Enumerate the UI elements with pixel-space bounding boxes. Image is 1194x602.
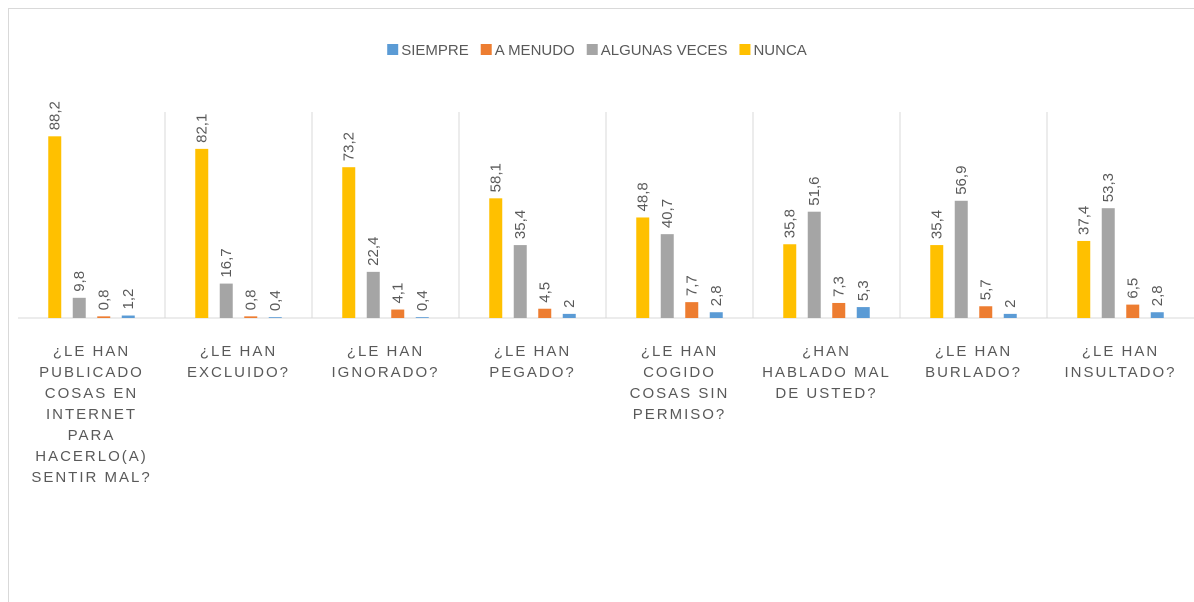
data-label: 1,2	[120, 289, 137, 310]
bar	[121, 315, 135, 318]
data-label: 2,8	[708, 285, 725, 306]
data-label: 7,3	[831, 276, 848, 297]
data-label: 0,4	[414, 290, 431, 311]
data-label: 56,9	[953, 166, 970, 195]
bar	[219, 283, 233, 318]
legend-swatch	[480, 44, 492, 55]
bar	[72, 297, 86, 318]
bar	[636, 217, 650, 318]
bar	[856, 307, 870, 318]
bar	[538, 308, 552, 318]
data-label: 73,2	[341, 132, 358, 161]
legend-label: ALGUNAS VECES	[601, 42, 728, 59]
bar	[366, 271, 380, 318]
bar	[954, 200, 968, 318]
bar	[1003, 313, 1017, 318]
x-tick-label: ¿HAN HABLADO MAL DE USTED?	[762, 343, 891, 402]
x-tick-label: ¿LE HAN BURLADO?	[925, 343, 1022, 381]
data-label: 53,3	[1100, 173, 1117, 202]
legend-swatch	[586, 44, 598, 55]
bar	[195, 148, 209, 318]
data-label: 2,8	[1149, 285, 1166, 306]
data-label: 0,8	[96, 289, 113, 310]
bar	[562, 313, 576, 318]
bar	[244, 316, 258, 318]
x-tick-label: ¿LE HAN PUBLICADO COSAS EN INTERNET PARA HACE…	[31, 343, 151, 486]
data-label: 48,8	[635, 182, 652, 211]
bar	[979, 306, 993, 318]
bar	[391, 309, 405, 318]
data-label: 40,7	[659, 199, 676, 228]
data-label: 4,1	[390, 283, 407, 304]
data-label: 37,4	[1076, 206, 1093, 235]
data-label: 22,4	[365, 237, 382, 266]
data-label: 82,1	[194, 114, 211, 143]
chart-border	[8, 8, 1194, 602]
legend-label: A MENUDO	[495, 42, 575, 59]
bar	[807, 211, 821, 318]
data-label: 7,7	[684, 275, 701, 296]
bar	[685, 302, 699, 318]
bar	[783, 244, 797, 318]
data-label: 5,3	[855, 280, 872, 301]
bar	[415, 317, 429, 318]
data-label: 9,8	[71, 271, 88, 292]
x-tick-label: ¿LE HAN INSULTADO?	[1065, 343, 1177, 381]
data-label: 35,4	[929, 210, 946, 239]
bar	[268, 317, 282, 318]
bar	[1150, 312, 1164, 318]
data-label: 0,8	[243, 289, 260, 310]
legend-swatch	[387, 44, 399, 55]
bar	[709, 312, 723, 318]
data-label: 35,4	[512, 210, 529, 239]
data-label: 2	[1002, 300, 1019, 308]
bar	[1077, 240, 1091, 318]
bar	[489, 198, 503, 318]
data-label: 6,5	[1125, 278, 1142, 299]
bar	[48, 136, 62, 318]
x-tick-label: ¿LE HAN EXCLUIDO?	[187, 343, 290, 381]
bar	[832, 302, 846, 318]
data-label: 4,5	[537, 282, 554, 303]
data-label: 16,7	[218, 248, 235, 277]
bar	[342, 167, 356, 318]
data-label: 5,7	[978, 279, 995, 300]
x-tick-label: ¿LE HAN COGIDO COSAS SIN PERMISO?	[630, 343, 730, 423]
legend-label: NUNCA	[753, 42, 806, 59]
data-label: 58,1	[488, 163, 505, 192]
bar	[1126, 304, 1140, 318]
x-tick-label: ¿LE HAN IGNORADO?	[331, 343, 439, 381]
data-label: 2	[561, 300, 578, 308]
legend: SIEMPRE A MENUDO ALGUNAS VECES NUNCA	[387, 42, 807, 59]
bar	[97, 316, 111, 318]
bar	[930, 245, 944, 318]
bar	[660, 234, 674, 318]
legend-swatch	[739, 44, 751, 55]
data-label: 35,8	[782, 209, 799, 238]
data-label: 0,4	[267, 290, 284, 311]
x-tick-label: ¿LE HAN PEGADO?	[489, 343, 576, 381]
bar	[513, 245, 527, 318]
data-label: 51,6	[806, 177, 823, 206]
legend-label: SIEMPRE	[401, 42, 469, 59]
bar	[1101, 208, 1115, 318]
data-label: 88,2	[47, 101, 64, 130]
